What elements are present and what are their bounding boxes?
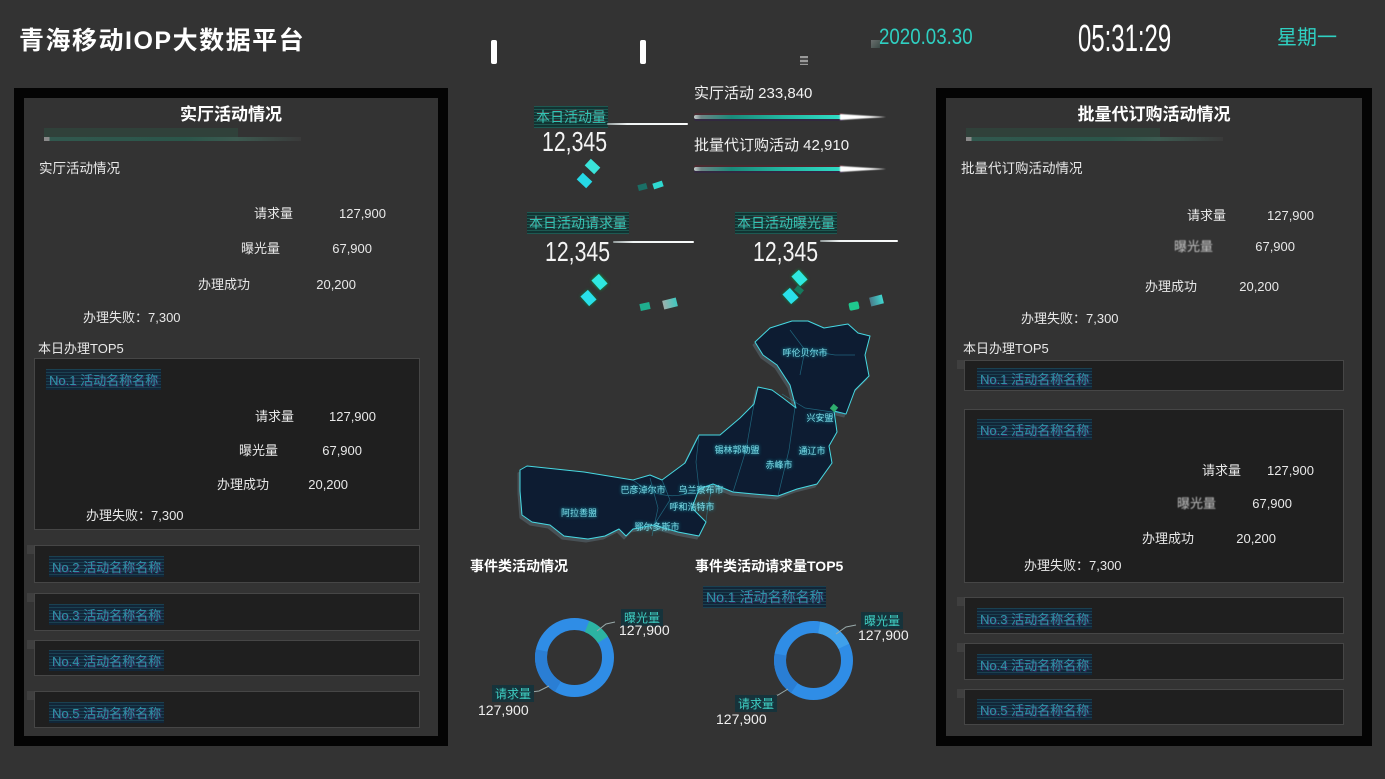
- svg-text:通辽市: 通辽市: [798, 445, 825, 456]
- svg-text:阿拉善盟: 阿拉善盟: [561, 507, 597, 518]
- svg-text:鄂尔多斯市: 鄂尔多斯市: [634, 521, 679, 532]
- svg-text:兴安盟: 兴安盟: [806, 412, 833, 423]
- svg-text:乌兰察布市: 乌兰察布市: [678, 484, 723, 495]
- svg-text:呼伦贝尔市: 呼伦贝尔市: [782, 347, 827, 358]
- svg-text:呼和浩特市: 呼和浩特市: [669, 501, 714, 512]
- svg-text:巴彦淖尔市: 巴彦淖尔市: [620, 484, 665, 495]
- svg-text:锡林郭勒盟: 锡林郭勒盟: [714, 444, 759, 455]
- svg-text:赤峰市: 赤峰市: [765, 459, 792, 470]
